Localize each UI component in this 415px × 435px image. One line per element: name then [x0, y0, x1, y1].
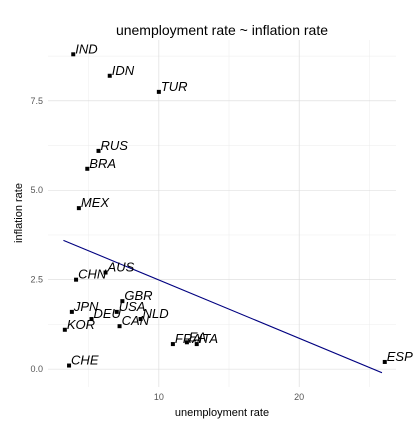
data-point-fra: [170, 342, 175, 347]
point-label-ea: EA: [189, 329, 206, 344]
y-tick-label: 5.0: [30, 185, 43, 195]
data-point-can: [117, 324, 122, 329]
grid: [48, 40, 396, 387]
point-label-chn: CHN: [78, 267, 107, 282]
y-axis-title: inflation rate: [13, 183, 25, 243]
point-label-ind: IND: [75, 41, 97, 56]
x-tick-label: 10: [154, 392, 164, 402]
x-axis-ticks: 10 20: [154, 392, 304, 402]
data-point-jpn: [69, 309, 74, 314]
data-point-ea: [184, 340, 189, 345]
data-point-mex: [76, 206, 81, 211]
point-label-idn: IDN: [112, 63, 135, 78]
fit-line: [63, 239, 383, 374]
data-point-che: [67, 363, 72, 368]
point-label-rus: RUS: [101, 138, 129, 153]
point-label-mex: MEX: [81, 195, 111, 210]
point-label-che: CHE: [71, 353, 99, 368]
point-label-tur: TUR: [161, 79, 188, 94]
data-point-nld: [138, 317, 143, 322]
data-point-bra: [85, 166, 90, 171]
point-label-kor: KOR: [67, 317, 95, 332]
point-label-nld: NLD: [143, 306, 169, 321]
y-axis-ticks: 0.0 2.5 5.0 7.5: [30, 96, 43, 374]
point-label-fra: FRA: [175, 331, 201, 346]
point-label-bra: BRA: [89, 156, 116, 171]
x-axis-title: unemployment rate: [175, 407, 269, 419]
data-point-aus: [103, 270, 108, 275]
y-tick-label: 0.0: [30, 364, 43, 374]
point-label-can: CAN: [122, 313, 150, 328]
data-point-ind: [71, 52, 76, 57]
data-point-tur: [156, 89, 161, 94]
point-label-jpn: JPN: [73, 299, 99, 314]
x-tick-label: 20: [294, 392, 304, 402]
data-point-gbr: [120, 299, 125, 304]
point-label-aus: AUS: [107, 260, 135, 275]
data-points: [62, 52, 387, 368]
point-label-ita: ITA: [199, 331, 218, 346]
point-label-deu: DEU: [94, 306, 122, 321]
data-point-usa: [114, 309, 119, 314]
data-point-esp: [382, 359, 387, 364]
y-tick-label: 2.5: [30, 275, 43, 285]
point-label-gbr: GBR: [124, 288, 152, 303]
data-point-chn: [74, 277, 79, 282]
data-point-rus: [96, 148, 101, 153]
data-point-deu: [89, 317, 94, 322]
data-point-ita: [194, 342, 199, 347]
data-point-kor: [62, 327, 67, 332]
data-point-idn: [107, 73, 112, 78]
chart-title: unemployment rate ~ inflation rate: [116, 22, 328, 38]
point-label-usa: USA: [119, 299, 146, 314]
point-label-esp: ESP: [387, 349, 413, 364]
regression-line: [63, 239, 383, 374]
y-tick-label: 7.5: [30, 96, 43, 106]
